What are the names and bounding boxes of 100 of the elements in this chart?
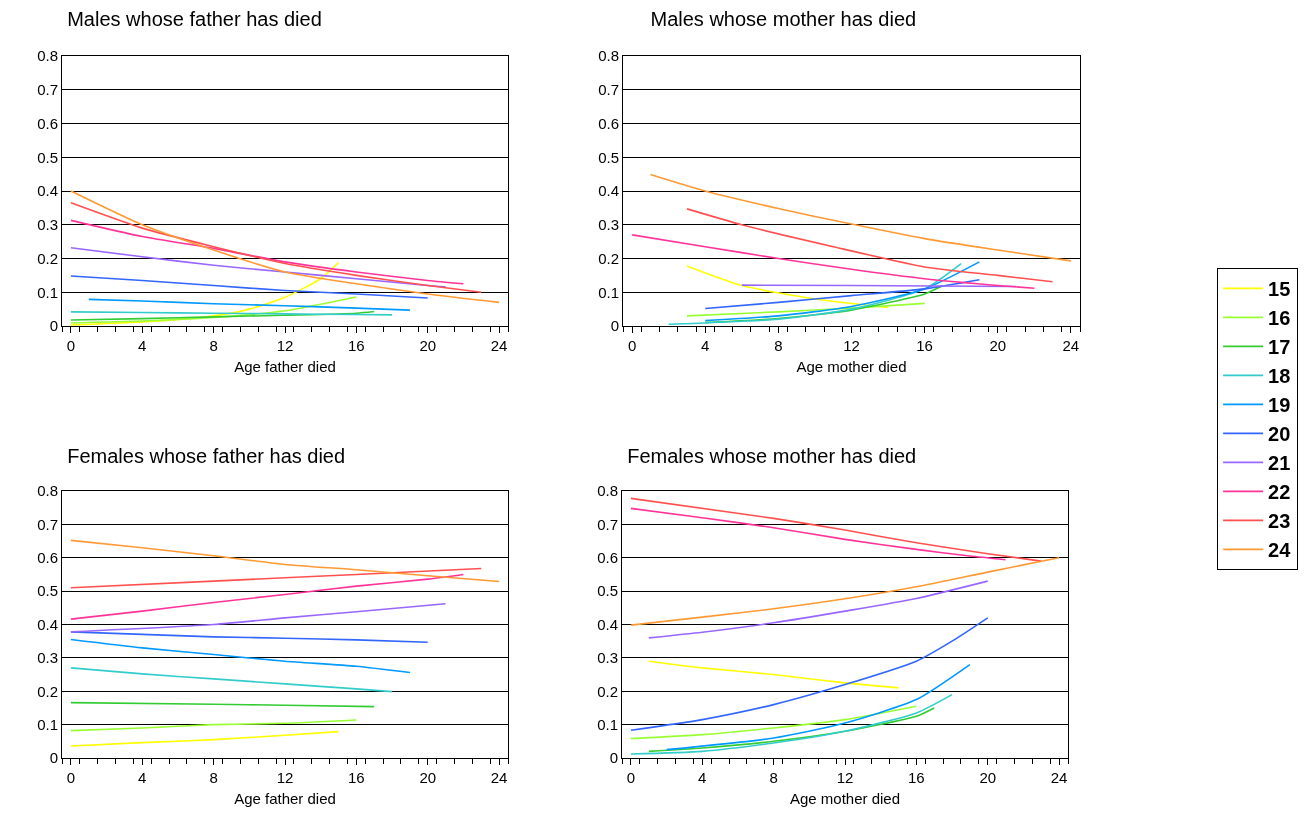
- line-series: [70, 310, 375, 321]
- line-series: [70, 190, 500, 304]
- y-tick-label: 0.2: [37, 682, 58, 700]
- line-series: [667, 262, 962, 326]
- x-tick-label: 0: [627, 337, 637, 354]
- y-tick-label: 0.8: [598, 47, 619, 65]
- x-tick-label: 20: [979, 769, 997, 786]
- line-series: [686, 208, 1054, 283]
- legend-label: 15: [1268, 278, 1291, 301]
- y-tick-label: 0.7: [37, 515, 58, 533]
- line-series: [87, 298, 411, 311]
- y-tick-label: 0: [609, 749, 618, 767]
- x-tick-label: 12: [836, 769, 854, 786]
- x-tick-label: 16: [908, 769, 925, 786]
- line-series: [631, 234, 1036, 289]
- y-tick-label: 0.7: [597, 515, 618, 533]
- y-tick-label: 0.6: [597, 549, 618, 566]
- x-tick-label: 12: [843, 337, 860, 354]
- x-tick-label: 24: [490, 337, 508, 354]
- y-tick-label: 0.7: [598, 81, 619, 98]
- legend-label: 20: [1268, 423, 1291, 446]
- line-series: [630, 556, 1060, 626]
- y-tick-label: 0.1: [597, 715, 618, 733]
- y-tick-label: 0.2: [597, 682, 618, 700]
- line-series: [70, 719, 358, 732]
- line-series: [704, 261, 981, 322]
- x-tick-label: 0: [66, 769, 76, 786]
- chart-title: Males whose father has died: [67, 8, 322, 30]
- line-series: [70, 539, 500, 583]
- x-tick-label: 8: [209, 337, 218, 354]
- chart-title: Females whose father has died: [67, 445, 346, 467]
- y-tick-label: 0.5: [37, 582, 58, 600]
- y-tick-label: 0.3: [37, 216, 58, 233]
- line-series: [70, 730, 340, 747]
- x-tick-label: 8: [769, 769, 778, 786]
- y-tick-label: 0.2: [598, 249, 619, 267]
- line-series: [630, 497, 1043, 562]
- y-tick-label: 0.6: [598, 114, 619, 132]
- y-tick-label: 0.8: [37, 482, 58, 500]
- y-tick-label: 0: [49, 317, 58, 335]
- y-tick-label: 0.6: [37, 114, 58, 132]
- legend-label: 19: [1268, 394, 1291, 417]
- x-tick-label: 20: [989, 337, 1007, 354]
- y-tick-label: 0.4: [598, 182, 619, 200]
- y-tick-label: 0.8: [37, 47, 58, 65]
- line-series: [70, 638, 411, 674]
- line-series: [704, 278, 981, 310]
- line-series: [70, 567, 483, 589]
- chart-title: Males whose mother has died: [650, 8, 917, 30]
- y-tick-label: 0.5: [598, 148, 619, 166]
- legend-label: 24: [1268, 539, 1292, 562]
- x-tick-label: 0: [66, 337, 76, 354]
- y-tick-label: 0.5: [37, 148, 58, 166]
- legend-label: 16: [1268, 307, 1291, 330]
- line-series: [630, 705, 918, 740]
- x-tick-label: 8: [209, 769, 218, 786]
- x-tick-label: 0: [626, 769, 636, 786]
- x-axis-title: Age father died: [234, 790, 336, 807]
- y-tick-label: 0: [610, 317, 619, 335]
- line-series: [647, 660, 900, 689]
- y-tick-label: 0.3: [37, 649, 58, 667]
- x-tick-label: 8: [774, 337, 783, 354]
- y-tick-label: 0.3: [597, 649, 618, 667]
- legend-label: 17: [1268, 336, 1291, 359]
- y-tick-label: 0.5: [597, 582, 618, 600]
- x-tick-label: 16: [348, 337, 365, 354]
- line-series: [70, 246, 447, 288]
- line-series: [647, 580, 989, 639]
- line-series: [70, 667, 393, 693]
- x-tick-label: 4: [138, 337, 147, 354]
- x-tick-label: 24: [1050, 769, 1068, 786]
- x-tick-label: 12: [276, 337, 294, 354]
- x-tick-label: 4: [698, 769, 707, 786]
- y-tick-label: 0.7: [37, 81, 58, 98]
- x-tick-label: 20: [419, 769, 437, 786]
- line-series: [686, 265, 889, 309]
- y-tick-label: 0.8: [597, 482, 618, 500]
- x-axis-title: Age mother died: [796, 358, 907, 375]
- x-tick-label: 12: [276, 769, 294, 786]
- legend-label: 21: [1268, 452, 1291, 475]
- line-series: [630, 693, 953, 755]
- y-tick-label: 0.1: [37, 283, 58, 301]
- x-tick-label: 4: [138, 769, 147, 786]
- x-tick-label: 4: [701, 337, 710, 354]
- x-axis-title: Age mother died: [789, 790, 901, 807]
- x-tick-label: 24: [1062, 337, 1080, 354]
- line-series: [70, 219, 465, 285]
- line-series: [70, 202, 483, 294]
- x-axis-title: Age father died: [234, 358, 336, 375]
- line-series: [686, 302, 926, 317]
- legend-label: 18: [1268, 365, 1291, 388]
- x-tick-label: 16: [916, 337, 933, 354]
- x-tick-label: 16: [348, 769, 365, 786]
- chart-title: Females whose mother has died: [627, 445, 917, 467]
- line-series: [70, 573, 465, 620]
- y-tick-label: 0.3: [598, 216, 619, 233]
- y-tick-label: 0.4: [37, 615, 58, 633]
- legend-label: 23: [1268, 510, 1291, 533]
- line-series: [70, 275, 429, 299]
- line-series: [649, 173, 1072, 262]
